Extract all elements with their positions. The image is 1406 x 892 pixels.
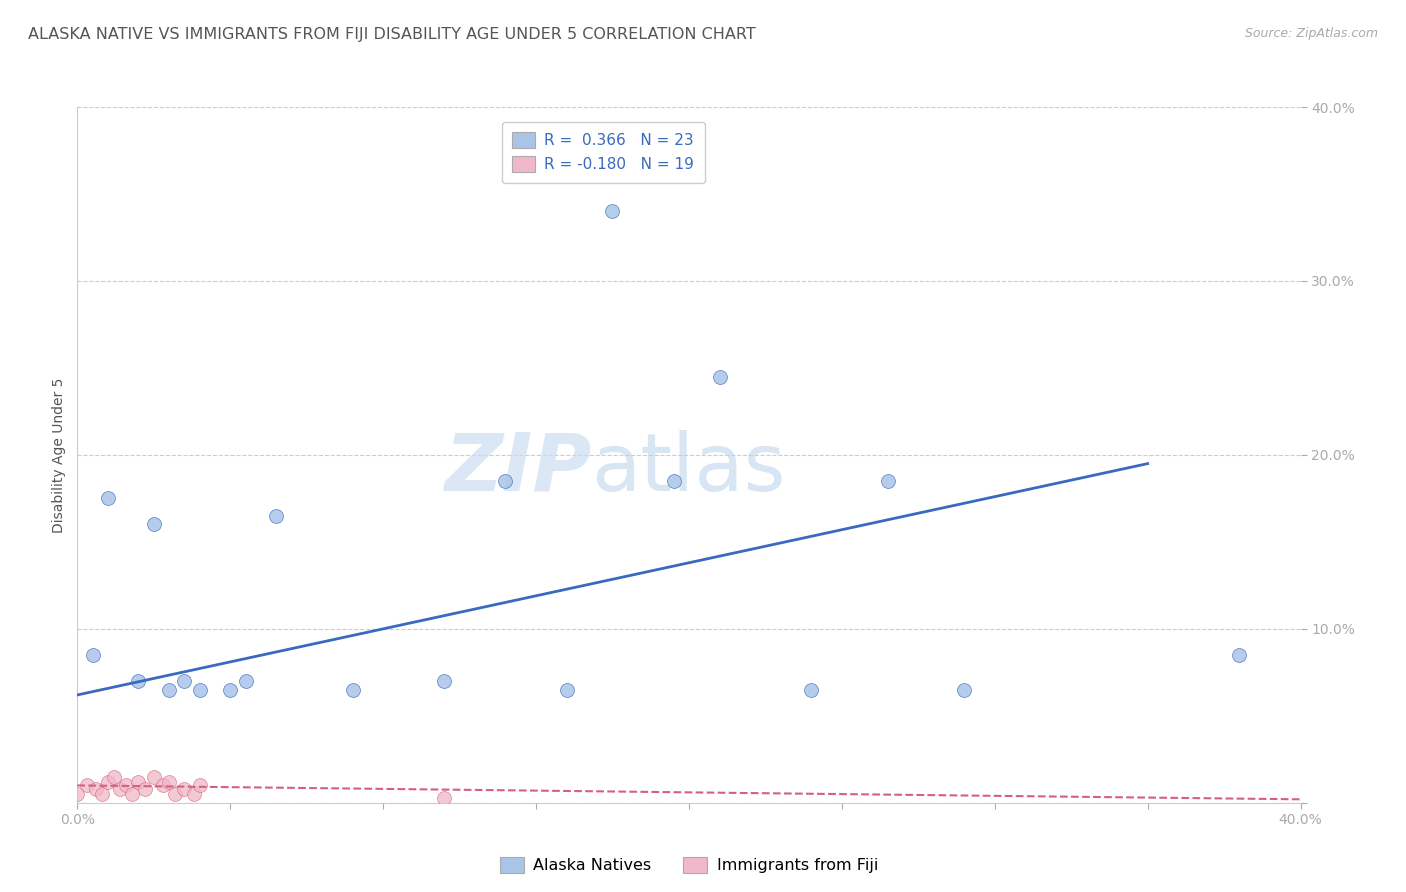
Text: ALASKA NATIVE VS IMMIGRANTS FROM FIJI DISABILITY AGE UNDER 5 CORRELATION CHART: ALASKA NATIVE VS IMMIGRANTS FROM FIJI DI… — [28, 27, 756, 42]
Point — [709, 369, 731, 384]
Text: atlas: atlas — [591, 430, 786, 508]
Point — [97, 491, 120, 506]
Point — [82, 648, 104, 662]
Point — [66, 787, 89, 801]
Point — [142, 517, 165, 532]
Point — [188, 682, 211, 697]
Point — [1229, 648, 1251, 662]
Point — [602, 204, 624, 219]
Point — [173, 781, 195, 796]
Point — [876, 474, 898, 488]
Point — [173, 674, 195, 689]
Point — [115, 778, 138, 792]
Point — [103, 770, 125, 784]
Point — [84, 781, 107, 796]
Point — [134, 781, 156, 796]
Point — [433, 790, 456, 805]
Point — [152, 778, 174, 792]
Point — [235, 674, 257, 689]
Point — [800, 682, 823, 697]
Text: ZIP: ZIP — [444, 430, 591, 508]
Point — [342, 682, 364, 697]
Point — [165, 787, 187, 801]
Legend: R =  0.366   N = 23, R = -0.180   N = 19: R = 0.366 N = 23, R = -0.180 N = 19 — [502, 121, 704, 183]
Point — [90, 787, 112, 801]
Point — [953, 682, 976, 697]
Text: Source: ZipAtlas.com: Source: ZipAtlas.com — [1244, 27, 1378, 40]
Point — [555, 682, 578, 697]
Point — [76, 778, 98, 792]
Point — [127, 674, 149, 689]
Point — [188, 778, 211, 792]
Point — [127, 775, 149, 789]
Point — [108, 781, 131, 796]
Point — [157, 682, 180, 697]
Point — [495, 474, 517, 488]
Point — [142, 770, 165, 784]
Point — [662, 474, 685, 488]
Point — [219, 682, 242, 697]
Point — [121, 787, 143, 801]
Point — [97, 775, 120, 789]
Y-axis label: Disability Age Under 5: Disability Age Under 5 — [52, 377, 66, 533]
Point — [157, 775, 180, 789]
Legend: Alaska Natives, Immigrants from Fiji: Alaska Natives, Immigrants from Fiji — [494, 850, 884, 880]
Point — [264, 508, 287, 523]
Point — [433, 674, 456, 689]
Point — [183, 787, 205, 801]
